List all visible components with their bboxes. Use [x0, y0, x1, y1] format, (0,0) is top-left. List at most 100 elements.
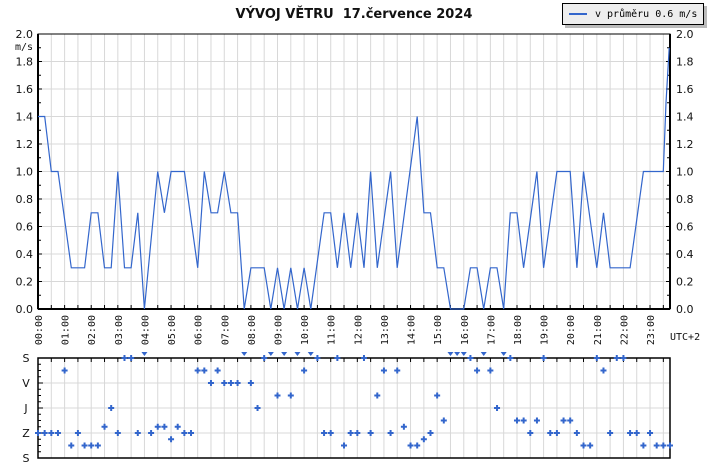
x-tick-label: 11:00: [327, 315, 338, 345]
direction-point: [327, 430, 334, 436]
direction-point: [35, 430, 41, 436]
x-tick-label: 17:00: [486, 315, 497, 345]
x-tick-label: 19:00: [540, 315, 551, 345]
direction-point: [68, 442, 75, 449]
direction-above-marker: [500, 352, 507, 356]
y-tick-label-left: 1.2: [16, 138, 34, 151]
direction-point: [341, 442, 348, 449]
direction-point: [74, 430, 81, 436]
x-tick-label: 20:00: [566, 315, 577, 345]
direction-point: [653, 442, 660, 449]
direction-point: [420, 436, 427, 443]
x-tick-label: 07:00: [220, 315, 231, 345]
direction-point: [221, 380, 228, 386]
direction-point: [494, 405, 501, 411]
direction-point: [553, 430, 560, 436]
direction-point: [540, 355, 547, 361]
y-tick-label-left: 0.0: [16, 303, 34, 316]
direction-point: [667, 442, 673, 449]
y-tick-label-right: 0.0: [676, 303, 694, 316]
direction-point: [567, 417, 574, 424]
direction-point: [440, 417, 447, 424]
direction-point: [54, 430, 61, 436]
direction-point: [520, 417, 527, 424]
direction-point: [274, 392, 281, 399]
y-tick-label-left: 1.4: [16, 111, 34, 124]
y-tick-label-left: 0.4: [16, 248, 34, 261]
x-tick-label: 18:00: [513, 315, 524, 345]
direction-point: [48, 430, 55, 436]
direction-point: [360, 355, 367, 361]
direction-point: [380, 367, 387, 374]
y-tick-label-right: 1.0: [676, 166, 694, 179]
x-tick-label: 21:00: [593, 315, 604, 345]
direction-point: [547, 430, 554, 436]
direction-point: [427, 430, 434, 436]
direction-above-marker: [241, 352, 248, 356]
y-tick-label-left: 0.8: [16, 193, 34, 206]
direction-point: [168, 436, 175, 443]
direction-point: [627, 430, 634, 436]
direction-point: [474, 367, 481, 374]
direction-point: [633, 430, 640, 436]
direction-point: [400, 423, 407, 430]
chart-title: VÝVOJ VĚTRU 17.července 2024: [235, 7, 473, 22]
timezone-label: UTC+2: [670, 332, 700, 343]
direction-point: [247, 380, 254, 386]
direction-label: S: [23, 452, 30, 465]
direction-above-marker: [141, 352, 148, 356]
direction-point: [234, 380, 241, 386]
legend: v průměru 0.6 m/s: [562, 3, 704, 25]
direction-point: [128, 355, 135, 361]
wind-speed-line: [38, 47, 670, 310]
direction-point: [214, 367, 221, 374]
direction-point: [387, 430, 394, 436]
direction-point: [94, 442, 101, 449]
direction-point: [407, 442, 414, 449]
x-tick-label: 08:00: [247, 315, 258, 345]
y-tick-label-left: 2.0: [16, 28, 34, 41]
direction-above-marker: [307, 352, 314, 356]
direction-point: [81, 442, 88, 449]
y-tick-label-right: 0.4: [676, 248, 694, 261]
direction-point: [527, 430, 534, 436]
direction-point: [314, 355, 321, 361]
direction-point: [227, 380, 234, 386]
direction-point: [174, 423, 181, 430]
direction-point: [181, 430, 188, 436]
x-tick-label: 23:00: [646, 315, 657, 345]
direction-point: [600, 367, 607, 374]
direction-point: [434, 392, 441, 399]
y-tick-label-left: 1.6: [16, 83, 34, 96]
x-tick-label: 04:00: [140, 315, 151, 345]
direction-point: [573, 430, 580, 436]
x-tick-label: 06:00: [194, 315, 205, 345]
y-axis-unit: m/s: [15, 42, 33, 53]
x-tick-label: 03:00: [114, 315, 125, 345]
y-tick-label-right: 1.4: [676, 111, 694, 124]
direction-point: [367, 430, 374, 436]
direction-point: [347, 430, 354, 436]
direction-point: [148, 430, 155, 436]
direction-label: J: [23, 402, 27, 415]
direction-point: [194, 367, 201, 374]
direction-point: [593, 355, 600, 361]
direction-point: [513, 417, 520, 424]
direction-point: [254, 405, 261, 411]
direction-above-marker: [460, 352, 467, 356]
legend-label: v průměru 0.6 m/s: [595, 8, 698, 20]
direction-point: [207, 380, 214, 386]
direction-above-marker: [294, 352, 301, 356]
direction-point: [108, 405, 115, 411]
x-tick-label: 09:00: [273, 315, 284, 345]
direction-point: [154, 423, 161, 430]
direction-point: [334, 355, 341, 361]
x-tick-label: 13:00: [380, 315, 391, 345]
y-tick-label-right: 0.8: [676, 193, 694, 206]
direction-point: [101, 423, 108, 430]
direction-point: [587, 442, 594, 449]
y-tick-label-left: 1.0: [16, 166, 34, 179]
direction-point: [161, 423, 168, 430]
direction-label: Z: [22, 427, 30, 440]
